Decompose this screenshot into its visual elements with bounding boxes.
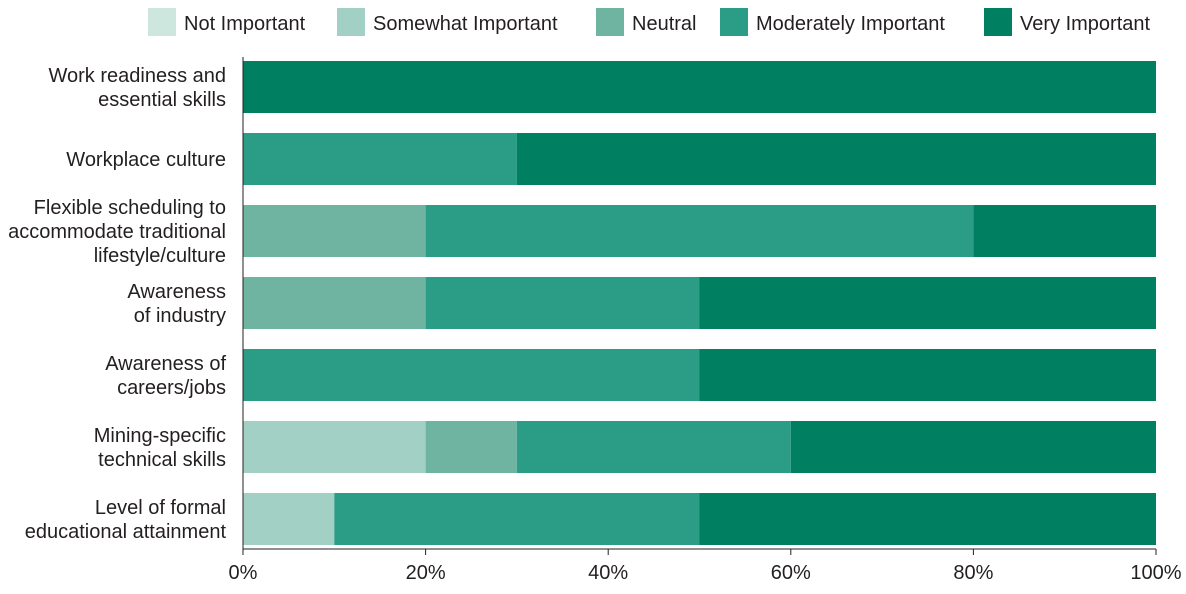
x-tick-label: 20% <box>406 562 446 584</box>
legend-swatch <box>596 8 624 36</box>
bar-segment <box>334 493 700 545</box>
bar-segment <box>699 277 1156 329</box>
category-label: Work readiness and essential skills <box>49 65 227 111</box>
category-label: Mining-specific technical skills <box>94 425 226 471</box>
bars <box>243 61 1156 545</box>
category-label: Level of formal educational attainment <box>25 497 227 543</box>
category-label: Workplace culture <box>66 149 226 171</box>
category-labels: Work readiness and essential skills Workpl… <box>8 65 226 543</box>
x-tick-label: 60% <box>771 562 811 584</box>
legend-label: Moderately Important <box>756 13 945 35</box>
category-label: Awareness of careers/jobs <box>105 353 226 399</box>
bar-segment <box>516 421 791 473</box>
bar-segment <box>973 205 1156 257</box>
legend-swatch <box>984 8 1012 36</box>
bar-segment <box>425 277 700 329</box>
legend-swatch <box>337 8 365 36</box>
bar-segment <box>243 421 426 473</box>
bar-segment <box>425 421 517 473</box>
bar-segment <box>243 349 700 401</box>
category-label: Awareness of industry <box>127 281 226 327</box>
bar-segment <box>699 349 1156 401</box>
legend-swatch <box>148 8 176 36</box>
legend-label: Not Important <box>184 13 306 35</box>
legend-swatch <box>720 8 748 36</box>
x-tick-label: 100% <box>1130 562 1181 584</box>
chart-legend: Not Important Somewhat Important Neutral Mo… <box>148 8 1151 36</box>
bar-segment <box>699 493 1156 545</box>
bar-segment <box>516 133 1156 185</box>
bar-segment <box>243 133 517 185</box>
bar-segment <box>243 205 426 257</box>
x-axis: 0% 20% 40% 60% 80% 100% <box>229 57 1182 584</box>
legend-label: Somewhat Important <box>373 13 558 35</box>
bar-segment <box>790 421 1156 473</box>
bar-segment <box>243 493 335 545</box>
bar-segment <box>425 205 974 257</box>
x-tick-label: 40% <box>588 562 628 584</box>
bar-segment <box>243 277 426 329</box>
x-tick-label: 80% <box>953 562 993 584</box>
category-label: Flexible scheduling to accommodate tradit… <box>8 197 226 267</box>
legend-label: Neutral <box>632 13 696 35</box>
legend-label: Very Important <box>1020 13 1151 35</box>
x-tick-label: 0% <box>229 562 258 584</box>
bar-segment <box>243 61 1156 113</box>
